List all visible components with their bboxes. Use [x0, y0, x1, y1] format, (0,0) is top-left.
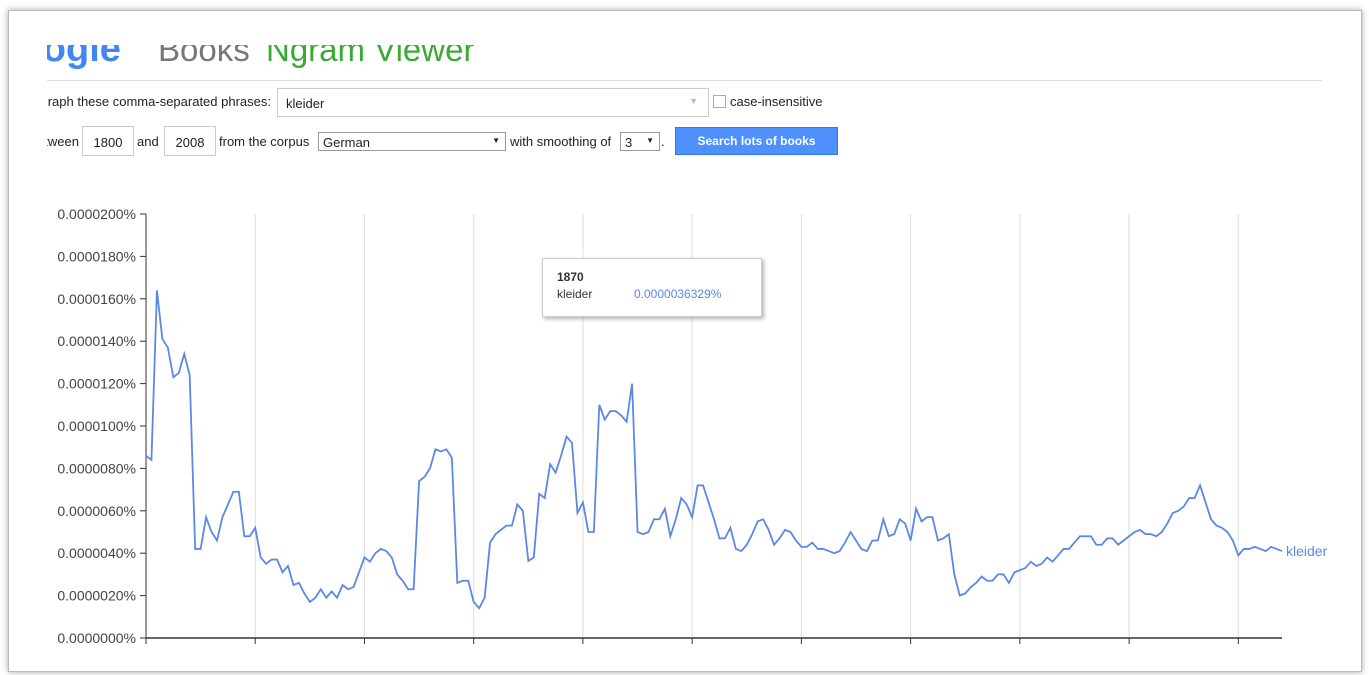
y-tick-label: 0.0000180% [57, 248, 136, 264]
y-tick-label: 0.0000060% [57, 503, 136, 519]
smoothing-value: 3 [625, 135, 633, 150]
corpus-label: from the corpus [219, 134, 310, 149]
button-label: Search lots of books [697, 134, 816, 148]
checkbox[interactable] [713, 95, 726, 108]
start-year-value: 1800 [93, 135, 123, 150]
y-tick-label: 0.0000040% [57, 545, 136, 561]
series-line [145, 290, 1283, 610]
phrases-value: kleider [286, 96, 325, 111]
corpus-value: German [323, 135, 370, 150]
series-label: kleider [1286, 543, 1328, 559]
y-tick-label: 0.0000120% [57, 376, 136, 392]
search-button[interactable]: Search lots of books [675, 127, 838, 155]
books-text: Books [158, 31, 250, 68]
end-year-value: 2008 [175, 135, 205, 150]
period: . [661, 134, 665, 149]
tooltip-series: kleider [557, 287, 593, 301]
tooltip: 1870 kleider 0.0000036329% [542, 258, 762, 317]
smoothing-label: with smoothing of [510, 134, 612, 149]
between-label: between [29, 134, 79, 149]
end-year[interactable]: 2008 [164, 126, 216, 156]
case-label: case-insensitive [730, 94, 823, 109]
y-tick-label: 0.0000200% [57, 206, 136, 222]
tooltip-value: 0.0000036329% [634, 287, 722, 301]
y-tick-label: 0.0000020% [57, 588, 136, 604]
y-tick-label: 0.0000100% [57, 418, 136, 434]
y-tick-label: 0.0000140% [57, 333, 136, 349]
and-label: and [137, 134, 159, 149]
y-tick-label: 0.0000000% [57, 630, 136, 646]
logo: Google [0, 28, 121, 70]
app-title: Ngram Viewer [266, 31, 475, 68]
phrases-label: Graph these comma-separated phrases: [37, 94, 271, 109]
y-tick-label: 0.0000080% [57, 460, 136, 476]
corpus-select[interactable]: German ▼ [318, 132, 506, 151]
smoothing-select[interactable]: 3 ▼ [620, 132, 660, 151]
y-tick-label: 0.0000160% [57, 291, 136, 307]
phrases-input[interactable]: kleider ▼ [277, 88, 709, 117]
tooltip-year: 1870 [557, 270, 584, 284]
start-year[interactable]: 1800 [82, 126, 134, 156]
divider [47, 80, 1322, 81]
window [8, 10, 1362, 672]
